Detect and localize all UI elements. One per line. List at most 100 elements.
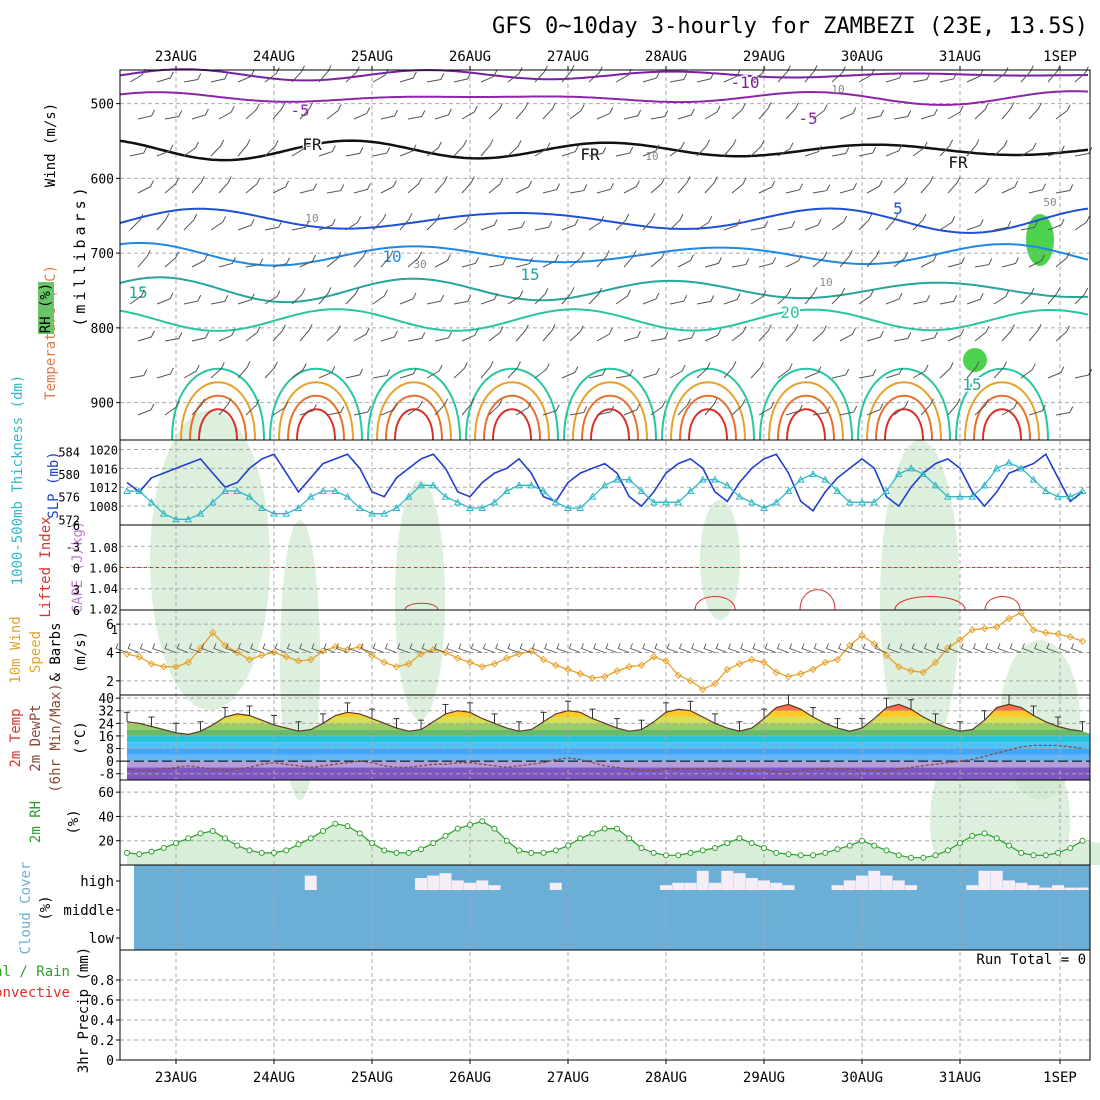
rh2m-point xyxy=(895,852,902,859)
thickness-point xyxy=(723,481,732,489)
wind-barb xyxy=(1020,142,1037,157)
wind-barb xyxy=(488,399,503,416)
cloud-high-bar xyxy=(476,880,489,890)
wind-barb xyxy=(191,398,206,416)
wind10-point xyxy=(576,670,584,678)
wind-barb xyxy=(291,142,308,157)
cloud-label: Cloud Cover xyxy=(18,862,34,955)
wind10-barb xyxy=(642,643,654,653)
cloud-high-bar xyxy=(488,885,501,890)
wind-barb xyxy=(947,176,961,194)
wind10-barb xyxy=(752,643,765,653)
thickness-point xyxy=(931,481,940,489)
wind-barb xyxy=(893,332,912,342)
slp-line xyxy=(126,452,1083,512)
thickness-point xyxy=(784,486,793,494)
thickness-tick-label: 576 xyxy=(58,491,80,505)
wind-barb xyxy=(966,69,984,83)
date-label-bottom: 30AUG xyxy=(841,1070,883,1086)
wind-barb xyxy=(542,102,556,120)
date-label-top: 28AUG xyxy=(645,49,687,65)
wind-barb xyxy=(1028,254,1045,268)
wind-barb xyxy=(947,398,961,416)
wind10-barb xyxy=(960,643,973,653)
wind-barb xyxy=(272,324,286,342)
wind10-point xyxy=(1005,614,1013,623)
wind-barb xyxy=(191,254,208,268)
wind-barb xyxy=(272,401,289,416)
wind-barb xyxy=(623,330,641,342)
wind10-point xyxy=(245,655,254,664)
wind-barb xyxy=(210,362,225,379)
wind10-barb xyxy=(825,643,838,653)
temp2m-tick-label: 0 xyxy=(106,755,114,770)
contour-label: 10 xyxy=(382,247,401,266)
warm-dome-contour xyxy=(483,394,541,441)
rh2m-point xyxy=(454,825,461,832)
wind10-point xyxy=(833,655,842,664)
rh2m-point xyxy=(650,849,657,856)
slp-tick-label: 1012 xyxy=(89,481,118,495)
thickness-point xyxy=(380,509,389,517)
wind-barb xyxy=(264,140,279,157)
thickness-point xyxy=(429,481,438,489)
wind-barb xyxy=(129,68,146,83)
wind-barb xyxy=(615,213,630,231)
wind-barb xyxy=(966,361,980,379)
rh2m-point xyxy=(663,852,669,859)
cloud-high-bar xyxy=(1076,887,1089,890)
wind-barb xyxy=(885,213,899,231)
wind10-point xyxy=(662,657,670,665)
thickness-point xyxy=(245,492,254,500)
li-tick-label: 0 xyxy=(73,562,80,576)
temp2m-tick-label: 16 xyxy=(98,730,114,745)
wind10-barb xyxy=(458,643,471,653)
wind-barb xyxy=(318,287,332,305)
wind10-barb xyxy=(348,643,360,653)
li-tick-label: 6 xyxy=(73,604,80,618)
wind-barb xyxy=(237,139,251,157)
wind-barb xyxy=(920,254,937,268)
wind10-point xyxy=(895,662,903,671)
wind-barb xyxy=(218,257,236,268)
wind10-point xyxy=(405,660,413,668)
cloud-high-bar xyxy=(856,875,868,890)
wind-barb xyxy=(1028,324,1042,342)
rh-shading xyxy=(880,440,960,760)
wind-barb xyxy=(218,105,235,120)
wind-barb xyxy=(434,176,448,194)
wind-barb xyxy=(272,257,291,268)
wind-barb xyxy=(1074,287,1089,305)
wind-barb xyxy=(839,328,856,342)
wind-barb xyxy=(407,251,423,268)
cloud-high-bar xyxy=(892,880,905,890)
rh2m-point xyxy=(381,847,388,854)
cape-panel-labels: Lifted Index CAPE (J/kg) xyxy=(38,516,86,617)
rh2m-point xyxy=(834,846,841,853)
slp-tick-label: 1016 xyxy=(89,462,118,476)
precip-panel-labels: Total / Rain Convective 3hr Precip (mm) … xyxy=(0,947,1086,1073)
wind-barb xyxy=(1047,218,1065,231)
wind-barb xyxy=(785,324,799,342)
cloud-high-bar xyxy=(745,878,758,890)
wind-barb xyxy=(596,405,615,416)
wind-barb xyxy=(777,363,793,379)
wind10-point xyxy=(748,655,756,664)
wind-barb xyxy=(893,177,908,194)
wind-barb xyxy=(129,369,148,379)
thickness-point xyxy=(992,464,1001,472)
wind10-point xyxy=(919,668,927,677)
cloud-high-bar xyxy=(966,885,979,890)
wind10-point xyxy=(870,640,878,648)
cloud-high-bar xyxy=(451,880,464,890)
wind-barb xyxy=(669,73,688,83)
cloud-level-label: high xyxy=(80,874,114,890)
wind10-point xyxy=(1066,633,1074,641)
temp-band xyxy=(127,748,1090,755)
wind-barb xyxy=(183,294,202,305)
rh2m-point xyxy=(993,835,1000,842)
wind10-barb xyxy=(360,643,373,653)
thickness-point xyxy=(257,503,266,511)
wind-barb xyxy=(623,109,642,120)
